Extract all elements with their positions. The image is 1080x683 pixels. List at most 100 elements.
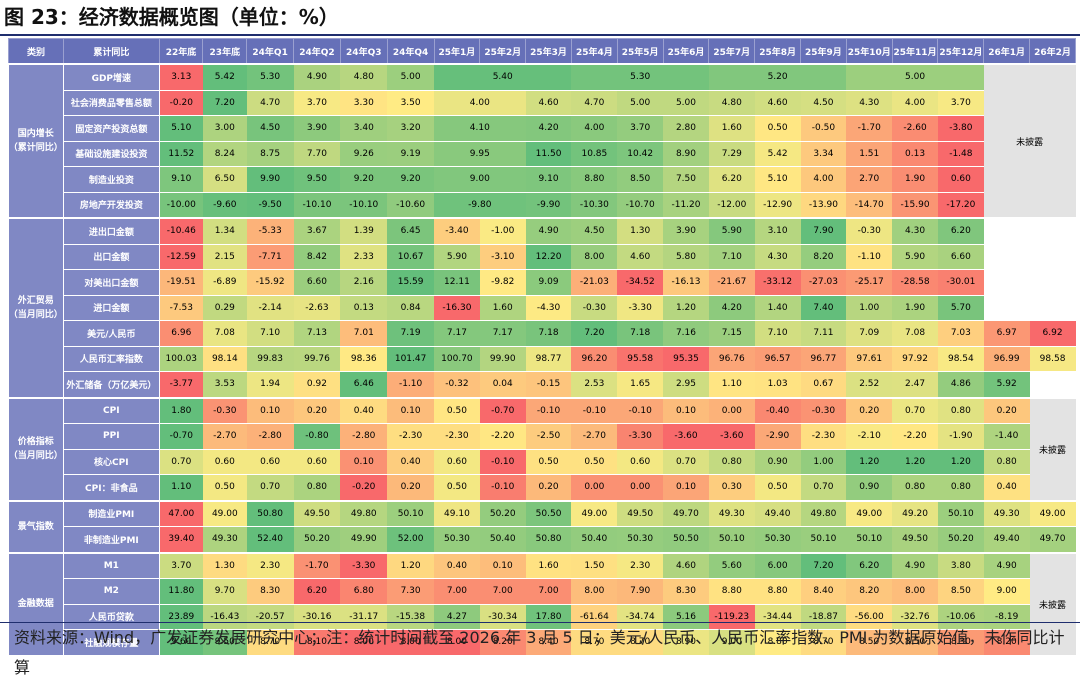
table-row: 价格指标 （当月同比） CPI 1.80 -0.30 0.10 0.20 0.40 0.10 0…	[8, 396, 1076, 501]
data-cell: 0.50	[525, 449, 572, 475]
data-cell: -3.10	[479, 244, 526, 270]
indicator-label: 制造业PMI	[63, 499, 160, 527]
data-cell: 6.96	[159, 320, 203, 347]
data-cell: -1.70	[293, 551, 341, 579]
data-cell: 3.20	[387, 115, 435, 142]
data-cell: -16.30	[434, 295, 480, 321]
data-cell: 3.40	[340, 115, 388, 142]
data-cell: -10.60	[387, 192, 435, 219]
data-cell: -10.10	[340, 192, 388, 219]
data-cell: -25.17	[846, 269, 893, 296]
data-cell: -6.89	[202, 269, 247, 296]
data-cell: -19.51	[159, 269, 203, 296]
data-cell: -17.20	[937, 192, 984, 219]
indicator-label: 非制造业PMI	[63, 526, 160, 553]
data-cell: 9.95	[434, 141, 526, 167]
data-cell: 50.10	[846, 526, 893, 553]
data-cell: 8.80	[754, 578, 801, 605]
data-cell: 96.76	[708, 346, 755, 372]
data-cell: 1.20	[846, 449, 893, 475]
data-cell: 0.13	[892, 141, 938, 167]
category-label: 价格指标 （当月同比）	[8, 396, 64, 501]
data-cell: 0.40	[983, 474, 1030, 501]
data-cell: -1.70	[846, 115, 893, 142]
data-cell: 6.20	[293, 578, 341, 605]
blank-cell	[983, 295, 1030, 321]
data-cell: 5.80	[663, 244, 709, 270]
data-cell: 0.60	[246, 449, 294, 475]
column-header: 26年2月	[1029, 38, 1076, 65]
data-cell: 49.00	[202, 499, 247, 527]
data-cell: 8.80	[708, 578, 755, 605]
indicator-label: 房地产开发投资	[63, 192, 160, 219]
data-cell: 5.00	[617, 90, 664, 116]
indicator-label: 社会消费品零售总额	[63, 90, 160, 116]
data-cell: -0.30	[800, 396, 847, 424]
data-cell: 52.00	[387, 526, 435, 553]
table-header-row: 类别 累计同比 22年底 23年底 24年Q1 24年Q2 24年Q3 24年Q4 25年1月 2…	[8, 38, 1076, 65]
data-cell: 2.47	[892, 371, 938, 398]
data-cell: 50.10	[708, 526, 755, 553]
data-cell: 7.50	[663, 166, 709, 193]
column-header: 25年2月	[479, 38, 527, 65]
data-cell: 8.30	[937, 629, 984, 656]
data-cell: 4.90	[293, 63, 341, 91]
data-cell: 8.00	[387, 629, 435, 656]
data-cell: 9.10	[159, 166, 203, 193]
data-cell: 0.20	[846, 396, 893, 424]
data-cell: -119.23	[708, 604, 755, 630]
indicator-label: 对美出口金额	[63, 269, 160, 296]
data-cell: 4.90	[983, 551, 1030, 579]
data-cell: 0.10	[387, 396, 435, 424]
data-cell: -3.60	[708, 423, 755, 450]
table-row: 制造业投资 9.10 6.50 9.90 9.50 9.20 9.20 9.00 9.10 8.8…	[9, 166, 1076, 193]
data-cell: 6.80	[340, 578, 388, 605]
data-cell: -27.03	[800, 269, 847, 296]
data-cell: 1.30	[202, 551, 247, 579]
data-cell: -2.80	[340, 423, 388, 450]
data-cell: 49.80	[340, 499, 388, 527]
data-cell: 0.70	[892, 396, 938, 424]
blank-cell	[983, 244, 1030, 270]
data-cell: -0.70	[159, 423, 203, 450]
data-cell: 8.24	[202, 141, 247, 167]
data-cell: -28.58	[892, 269, 938, 296]
data-cell: 0.70	[663, 449, 709, 475]
data-cell: 7.16	[663, 320, 709, 347]
data-cell: 7.08	[202, 320, 247, 347]
data-cell: -0.30	[202, 396, 247, 424]
data-cell: 1.60	[479, 295, 526, 321]
column-header: 25年11月	[891, 38, 939, 65]
column-header: 类别	[8, 38, 64, 65]
data-cell: 10.85	[571, 141, 618, 167]
data-cell: 8.70	[246, 629, 294, 656]
data-cell: 50.50	[663, 526, 709, 553]
category-label: 外汇贸易 （当月同比）	[8, 217, 64, 398]
data-cell: 7.20	[800, 551, 847, 579]
data-cell: 4.60	[617, 244, 664, 270]
table-row: 人民币贷款 23.89 -16.43 -20.57 -30.16 -31.17 -15.38…	[9, 604, 1076, 630]
data-cell: -34.52	[617, 269, 664, 296]
data-cell: -1.40	[983, 423, 1030, 450]
data-cell: 1.80	[159, 396, 203, 424]
not-disclosed-cell: 未披露	[1029, 551, 1076, 656]
data-cell: -1.10	[846, 244, 893, 270]
data-cell: -21.03	[571, 269, 618, 296]
column-header: 24年Q2	[293, 38, 341, 65]
data-cell: 10.42	[617, 141, 664, 167]
data-cell: 1.20	[892, 449, 938, 475]
data-cell: 8.20	[983, 629, 1030, 656]
data-cell: 4.50	[571, 217, 618, 245]
category-label: 景气指数	[8, 499, 64, 553]
data-cell: -9.90	[525, 192, 572, 219]
column-header: 25年6月	[662, 38, 710, 65]
data-cell: 5.40	[434, 63, 572, 91]
data-cell: -0.40	[754, 396, 801, 424]
data-cell: 1.51	[846, 141, 893, 167]
data-cell: -4.30	[525, 295, 572, 321]
data-cell: 4.90	[892, 551, 938, 579]
data-cell: -2.60	[892, 115, 938, 142]
data-cell: 7.00	[525, 578, 572, 605]
indicator-label: 核心CPI	[63, 449, 160, 475]
data-cell: 9.50	[293, 166, 341, 193]
